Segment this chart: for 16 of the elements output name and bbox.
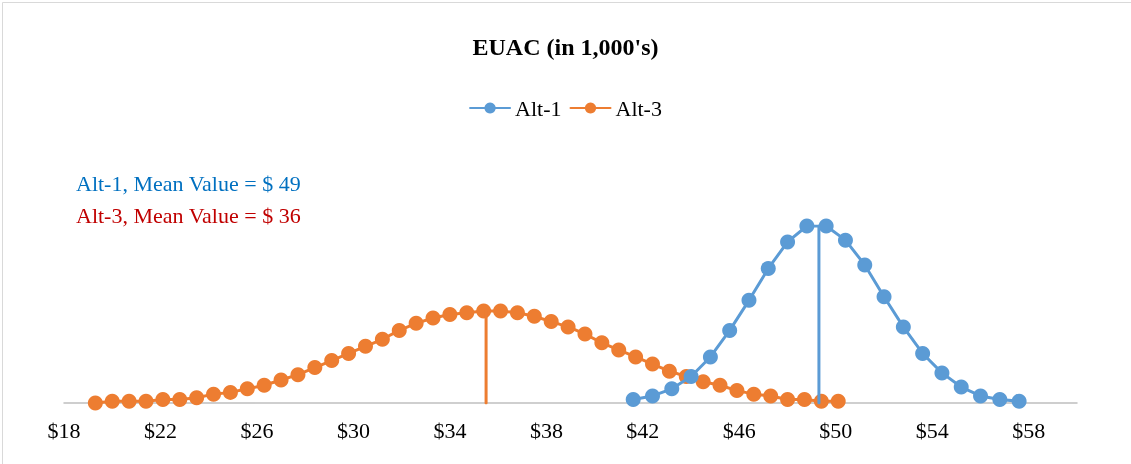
x-tick-label: $58	[1012, 417, 1046, 443]
x-tick-label: $46	[722, 417, 756, 443]
x-tick-label: $50	[819, 417, 853, 443]
x-tick-label: $34	[433, 417, 467, 443]
legend-label: Alt-3	[615, 95, 662, 121]
x-tick-label: $18	[47, 417, 81, 443]
x-tick-label: $30	[336, 417, 370, 443]
x-tick-label: $42	[626, 417, 660, 443]
x-tick-label: $26	[240, 417, 274, 443]
text: Alt-1, Mean Value = $ 49	[76, 170, 301, 196]
x-tick-label: $54	[915, 417, 949, 443]
legend-label: Alt-1	[515, 95, 562, 121]
chart-title: EUAC (in 1,000's)	[472, 34, 659, 60]
x-tick-label: $38	[529, 417, 563, 443]
annotation: Alt-3, Mean Value = $ 36	[76, 202, 301, 228]
x-tick-label: $22	[143, 417, 177, 443]
